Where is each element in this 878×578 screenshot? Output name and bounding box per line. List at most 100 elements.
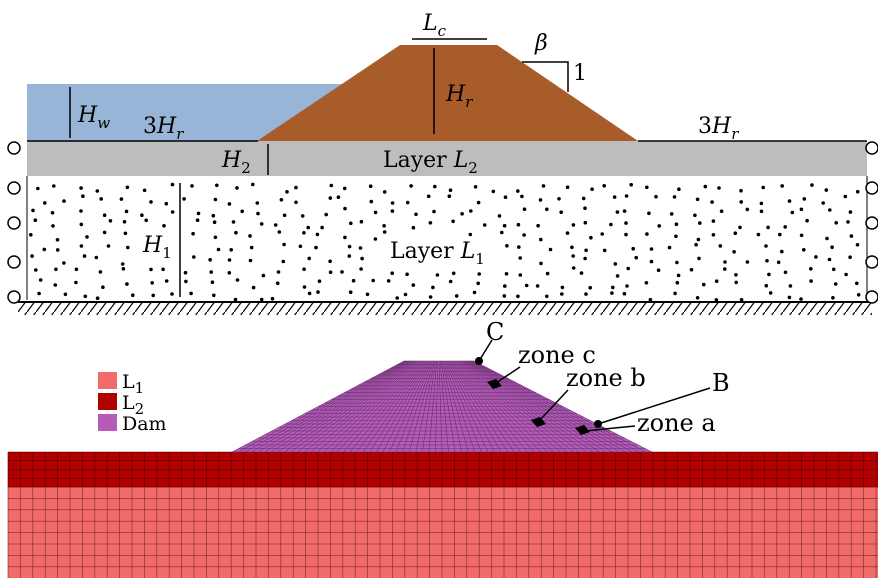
soil-dot <box>382 224 386 228</box>
soil-dot <box>504 272 509 276</box>
soil-dot <box>120 262 125 266</box>
soil-dot <box>106 244 111 248</box>
soil-dot <box>279 198 284 202</box>
soil-dot <box>227 271 232 275</box>
soil-dot <box>610 291 614 295</box>
mesh-dam-vline <box>444 360 476 453</box>
soil-dot <box>581 196 586 201</box>
soil-dot <box>831 296 835 300</box>
mesh-dam-vline <box>389 360 431 453</box>
soil-dot <box>695 197 700 202</box>
soil-dot <box>451 271 456 276</box>
mesh-dam-vline <box>290 360 414 453</box>
soil-dot <box>696 237 701 242</box>
soil-dot <box>144 218 148 223</box>
mesh-dam-vline <box>310 360 418 453</box>
soil-dot <box>63 292 68 297</box>
soil-dot <box>583 206 587 210</box>
soil-dot <box>314 245 318 250</box>
soil-dot <box>711 233 716 237</box>
soil-dot <box>431 285 435 290</box>
soil-dot <box>306 225 311 230</box>
soil-dot <box>270 296 275 301</box>
soil-dot <box>828 208 832 212</box>
mesh-dam-vline <box>439 360 449 453</box>
soil-dot <box>472 290 477 295</box>
soil-dot <box>503 195 508 199</box>
zone-a-leader <box>583 425 636 432</box>
soil-dot <box>788 284 793 288</box>
soil-dot <box>189 291 193 296</box>
soil-dot <box>849 234 854 238</box>
soil-dot <box>382 190 387 194</box>
soil-dot <box>723 260 727 264</box>
soil-dot <box>164 279 169 283</box>
mesh-dam-vline <box>451 360 521 453</box>
soil-dot <box>294 200 298 205</box>
soil-dot <box>298 244 303 249</box>
soil-dot <box>624 221 628 225</box>
soil-dot <box>814 255 818 259</box>
mesh-dam-vline <box>454 360 535 453</box>
soil-dot <box>473 185 478 189</box>
soil-dot <box>83 294 88 299</box>
soil-dot <box>161 267 165 272</box>
soil-dot <box>502 294 507 298</box>
soil-dot <box>703 184 708 189</box>
mesh-dam-vline <box>455 360 541 453</box>
soil-dot <box>182 197 186 201</box>
soil-dot <box>612 195 617 199</box>
soil-dot <box>52 184 56 188</box>
soil-dot <box>53 283 58 287</box>
soil-dot <box>390 209 395 213</box>
soil-dot <box>101 285 105 290</box>
soil-dot <box>30 254 34 258</box>
soil-dot <box>276 270 281 274</box>
soil-dot <box>248 258 253 263</box>
soil-dot <box>336 195 341 199</box>
soil-dot <box>557 197 561 201</box>
soil-dot <box>502 223 507 228</box>
soil-dot <box>31 208 35 213</box>
soil-dot <box>151 293 155 298</box>
soil-dot <box>609 222 613 227</box>
soil-dot <box>390 271 395 276</box>
soil-dot <box>183 270 188 275</box>
mesh-dam-vline <box>297 360 416 453</box>
soil-dot <box>622 291 627 296</box>
mesh-dam-vline <box>443 360 469 453</box>
soil-dot <box>55 248 60 252</box>
soil-dot <box>95 296 100 301</box>
soil-dot <box>307 256 312 261</box>
soil-dot <box>689 267 694 272</box>
soil-dot <box>215 183 219 188</box>
label-beta: β <box>534 31 548 56</box>
soil-dot <box>718 244 723 248</box>
soil-dot <box>648 297 653 302</box>
soil-dot <box>102 230 107 235</box>
soil-dot <box>809 267 813 271</box>
soil-dot <box>536 223 540 228</box>
label-zone-c: zone c <box>518 341 596 369</box>
mesh-dam-vline <box>457 360 554 453</box>
soil-dot <box>428 221 433 225</box>
soil-dot <box>255 201 260 205</box>
fixed-base-hatch <box>18 303 872 315</box>
soil-dot <box>324 212 329 217</box>
mesh-dam-vline <box>471 360 639 453</box>
soil-dot <box>142 188 147 193</box>
soil-dot <box>667 245 672 250</box>
zone-b-leader <box>539 389 569 421</box>
soil-dot <box>216 247 221 252</box>
soil-dot <box>565 185 570 189</box>
finite-element-mesh <box>7 360 878 578</box>
soil-dot <box>360 256 364 261</box>
soil-dot <box>435 273 440 277</box>
soil-dot <box>343 206 347 211</box>
soil-dot <box>702 282 706 287</box>
mesh-dam-vline <box>336 360 422 453</box>
soil-dot <box>74 280 78 285</box>
soil-dot <box>343 235 347 240</box>
soil-dot <box>190 184 194 188</box>
label-point-b: B <box>712 369 730 397</box>
